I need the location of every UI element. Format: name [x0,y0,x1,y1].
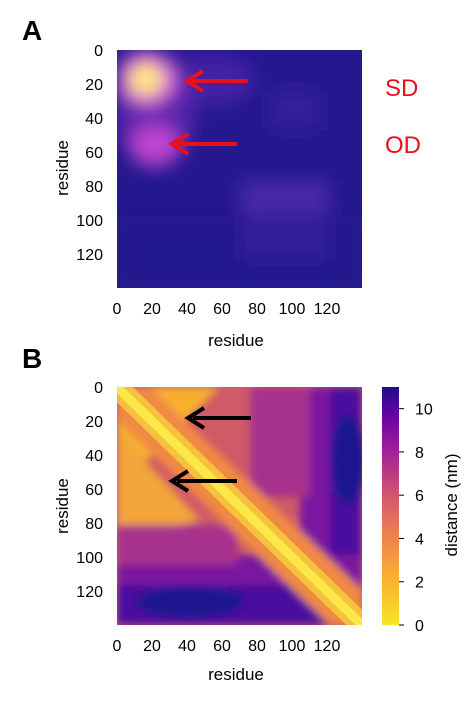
x-tick-label-a: 100 [279,301,306,318]
panel-a-letter: A [22,15,42,46]
y-tick-label-b: 120 [76,584,103,601]
colorbar-tick-label: 8 [415,445,424,462]
od-label: OD [385,132,421,159]
colorbar-label: distance (nm) [442,454,461,557]
colorbar-tick-label: 6 [415,488,424,505]
arrow-b-lower [168,469,237,493]
y-tick-label-b: 60 [85,482,103,499]
heatmap-b [117,387,362,625]
x-tick-label-b: 80 [248,638,266,655]
y-ticks-a: 0 20 40 60 80 100 120 [76,43,103,264]
y-tick-label-a: 20 [85,77,103,94]
y-tick-label-a: 60 [85,145,103,162]
x-axis-label-a: residue [208,331,264,350]
sd-label: SD [385,75,418,102]
colorbar-tick-label: 10 [415,402,433,419]
arrow-b-upper [184,406,251,430]
x-tick-label-b: 120 [314,638,341,655]
y-tick-label-a: 80 [85,179,103,196]
arrow-sd [183,69,248,93]
colorbar [382,387,399,625]
y-axis-label-a: residue [53,140,72,196]
y-tick-label-b: 20 [85,414,103,431]
y-tick-label-b: 100 [76,550,103,567]
y-tick-label-a: 120 [76,247,103,264]
x-tick-label-b: 40 [178,638,196,655]
colorbar-tick-label: 0 [415,618,424,635]
panel-b-letter: B [22,343,42,374]
y-tick-label-a: 40 [85,111,103,128]
colorbar-ticks: 0 2 4 6 8 10 [399,402,433,635]
x-tick-label-a: 0 [113,301,122,318]
y-tick-label-a: 100 [76,213,103,230]
heatmap-a [117,50,362,288]
y-tick-label-b: 0 [94,380,103,397]
x-tick-label-a: 40 [178,301,196,318]
x-tick-label-a: 20 [143,301,161,318]
arrow-od [168,132,237,156]
colorbar-tick-label: 4 [415,531,424,548]
x-tick-label-a: 120 [314,301,341,318]
y-ticks-b: 0 20 40 60 80 100 120 [76,380,103,601]
x-tick-label-b: 60 [213,638,231,655]
colorbar-tick-label: 2 [415,575,424,592]
x-ticks-a: 0 20 40 60 80 100 120 [113,301,341,318]
y-tick-label-b: 80 [85,516,103,533]
x-tick-label-b: 100 [279,638,306,655]
x-tick-label-a: 60 [213,301,231,318]
x-axis-label-b: residue [208,665,264,684]
x-tick-label-b: 0 [113,638,122,655]
x-tick-label-b: 20 [143,638,161,655]
x-ticks-b: 0 20 40 60 80 100 120 [113,638,341,655]
x-tick-label-a: 80 [248,301,266,318]
y-tick-label-b: 40 [85,448,103,465]
y-axis-label-b: residue [53,478,72,534]
y-tick-label-a: 0 [94,43,103,60]
